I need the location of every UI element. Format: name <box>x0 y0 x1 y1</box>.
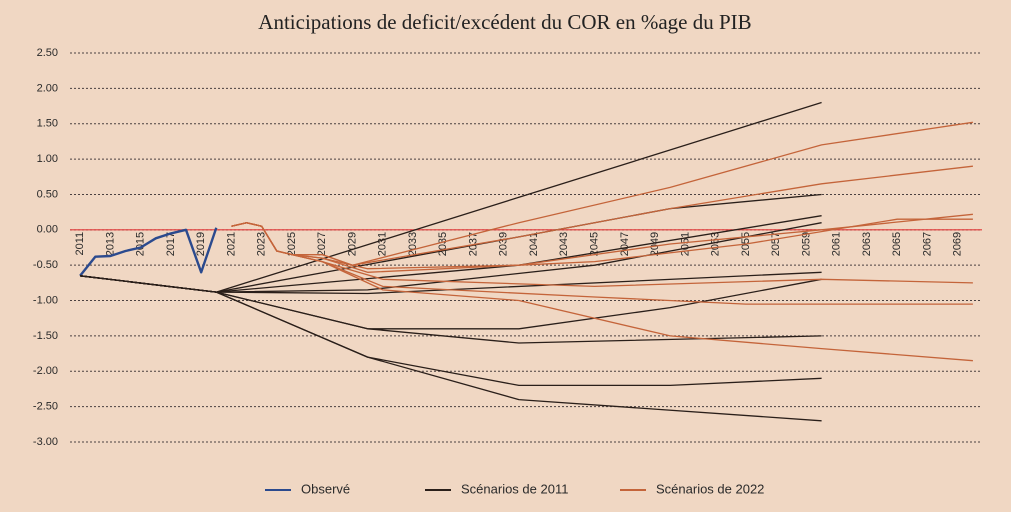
x-tick-label: 2027 <box>316 232 328 256</box>
legend: Observé Scénarios de 2011 Scénarios de 202… <box>265 481 764 496</box>
y-tick-label: 1.50 <box>37 118 58 130</box>
y-tick-label: -3.00 <box>33 436 58 448</box>
x-tick-label: 2031 <box>377 232 389 256</box>
x-tick-label: 2033 <box>407 232 419 256</box>
x-tick-label: 2021 <box>225 232 237 256</box>
x-tick-label: 2053 <box>710 232 722 256</box>
x-tick-label: 2049 <box>649 232 661 256</box>
x-tick-label: 2063 <box>861 232 873 256</box>
y-tick-label: 1.00 <box>37 153 58 165</box>
x-tick-label: 2059 <box>800 232 812 256</box>
x-tick-label: 2013 <box>104 232 116 256</box>
x-tick-label: 2041 <box>528 232 540 256</box>
x-tick-label: 2047 <box>619 232 631 256</box>
y-tick-label: 2.50 <box>37 47 58 59</box>
series-line <box>231 222 973 362</box>
x-tick-label: 2017 <box>165 232 177 256</box>
x-tick-label: 2035 <box>437 232 449 256</box>
x-tick-label: 2069 <box>952 232 964 256</box>
y-tick-label: -0.50 <box>33 259 58 271</box>
y-tick-label: -2.00 <box>33 365 58 377</box>
x-tick-label: 2029 <box>346 232 358 256</box>
legend-label: Scénarios de 2022 <box>656 481 764 496</box>
x-tick-label: 2015 <box>135 232 147 256</box>
y-tick-label: -1.50 <box>33 330 58 342</box>
x-tick-label: 2025 <box>286 232 298 256</box>
x-tick-label: 2057 <box>770 232 782 256</box>
y-tick-label: 0.00 <box>37 224 58 236</box>
x-tick-label: 2051 <box>679 232 691 256</box>
legend-label: Scénarios de 2011 <box>461 481 568 496</box>
y-tick-label: 0.50 <box>37 188 58 200</box>
y-tick-label: -1.00 <box>33 294 58 306</box>
chart-title: Anticipations de deficit/excédent du COR… <box>258 10 751 34</box>
legend-label: Observé <box>301 481 350 496</box>
y-tick-label: -2.50 <box>33 401 58 413</box>
y-tick-label: 2.00 <box>37 82 58 94</box>
x-tick-label: 2039 <box>498 232 510 256</box>
x-tick-label: 2065 <box>891 232 903 256</box>
x-tick-label: 2045 <box>588 232 600 256</box>
x-tick-label: 2061 <box>831 232 843 256</box>
x-tick-label: 2023 <box>256 232 268 256</box>
x-tick-label: 2067 <box>921 232 933 256</box>
x-tick-label: 2011 <box>74 232 86 256</box>
x-tick-label: 2019 <box>195 232 207 256</box>
series-line <box>79 227 218 277</box>
x-tick-label: 2043 <box>558 232 570 256</box>
series-line <box>80 275 822 422</box>
